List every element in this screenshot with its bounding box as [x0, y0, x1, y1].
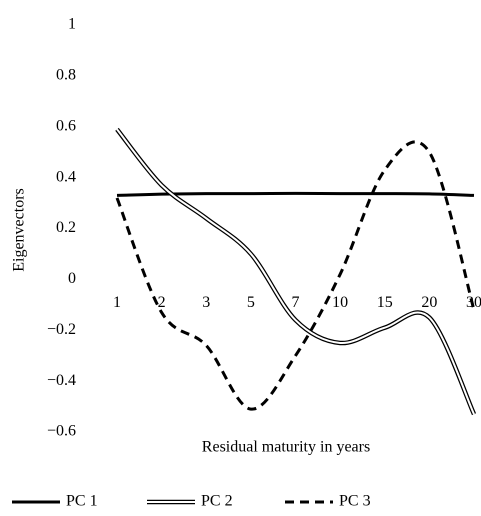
series-line: [115, 140, 476, 411]
y-axis-title: Eigenvectors: [11, 188, 28, 272]
legend-label: PC 1: [66, 493, 98, 510]
x-tick-label: 5: [247, 294, 255, 311]
y-tick-label: −0.4: [47, 372, 76, 389]
y-tick-label: 0.6: [56, 117, 76, 134]
x-tick-label: 3: [202, 294, 210, 311]
y-tick-label: 1: [68, 16, 76, 33]
y-tick-label: 0.2: [56, 219, 76, 236]
x-tick-label: 2: [158, 294, 166, 311]
x-tick-label: 7: [292, 294, 300, 311]
x-tick-label: 15: [377, 294, 393, 311]
x-axis-title: Residual maturity in years: [202, 439, 370, 456]
y-tick-label: −0.2: [47, 321, 76, 338]
legend-label: PC 2: [201, 493, 233, 510]
series-line: [115, 127, 477, 416]
legend-label: PC 3: [339, 493, 371, 510]
x-tick-label: 10: [332, 294, 348, 311]
y-tick-label: −0.6: [47, 423, 76, 440]
y-tick-label: 0: [68, 270, 76, 287]
x-tick-label: 1: [113, 294, 121, 311]
y-tick-label: 0.8: [56, 67, 76, 84]
series-line-inner: [116, 128, 475, 415]
y-tick-label: 0.4: [56, 168, 76, 185]
x-tick-label: 20: [421, 294, 437, 311]
